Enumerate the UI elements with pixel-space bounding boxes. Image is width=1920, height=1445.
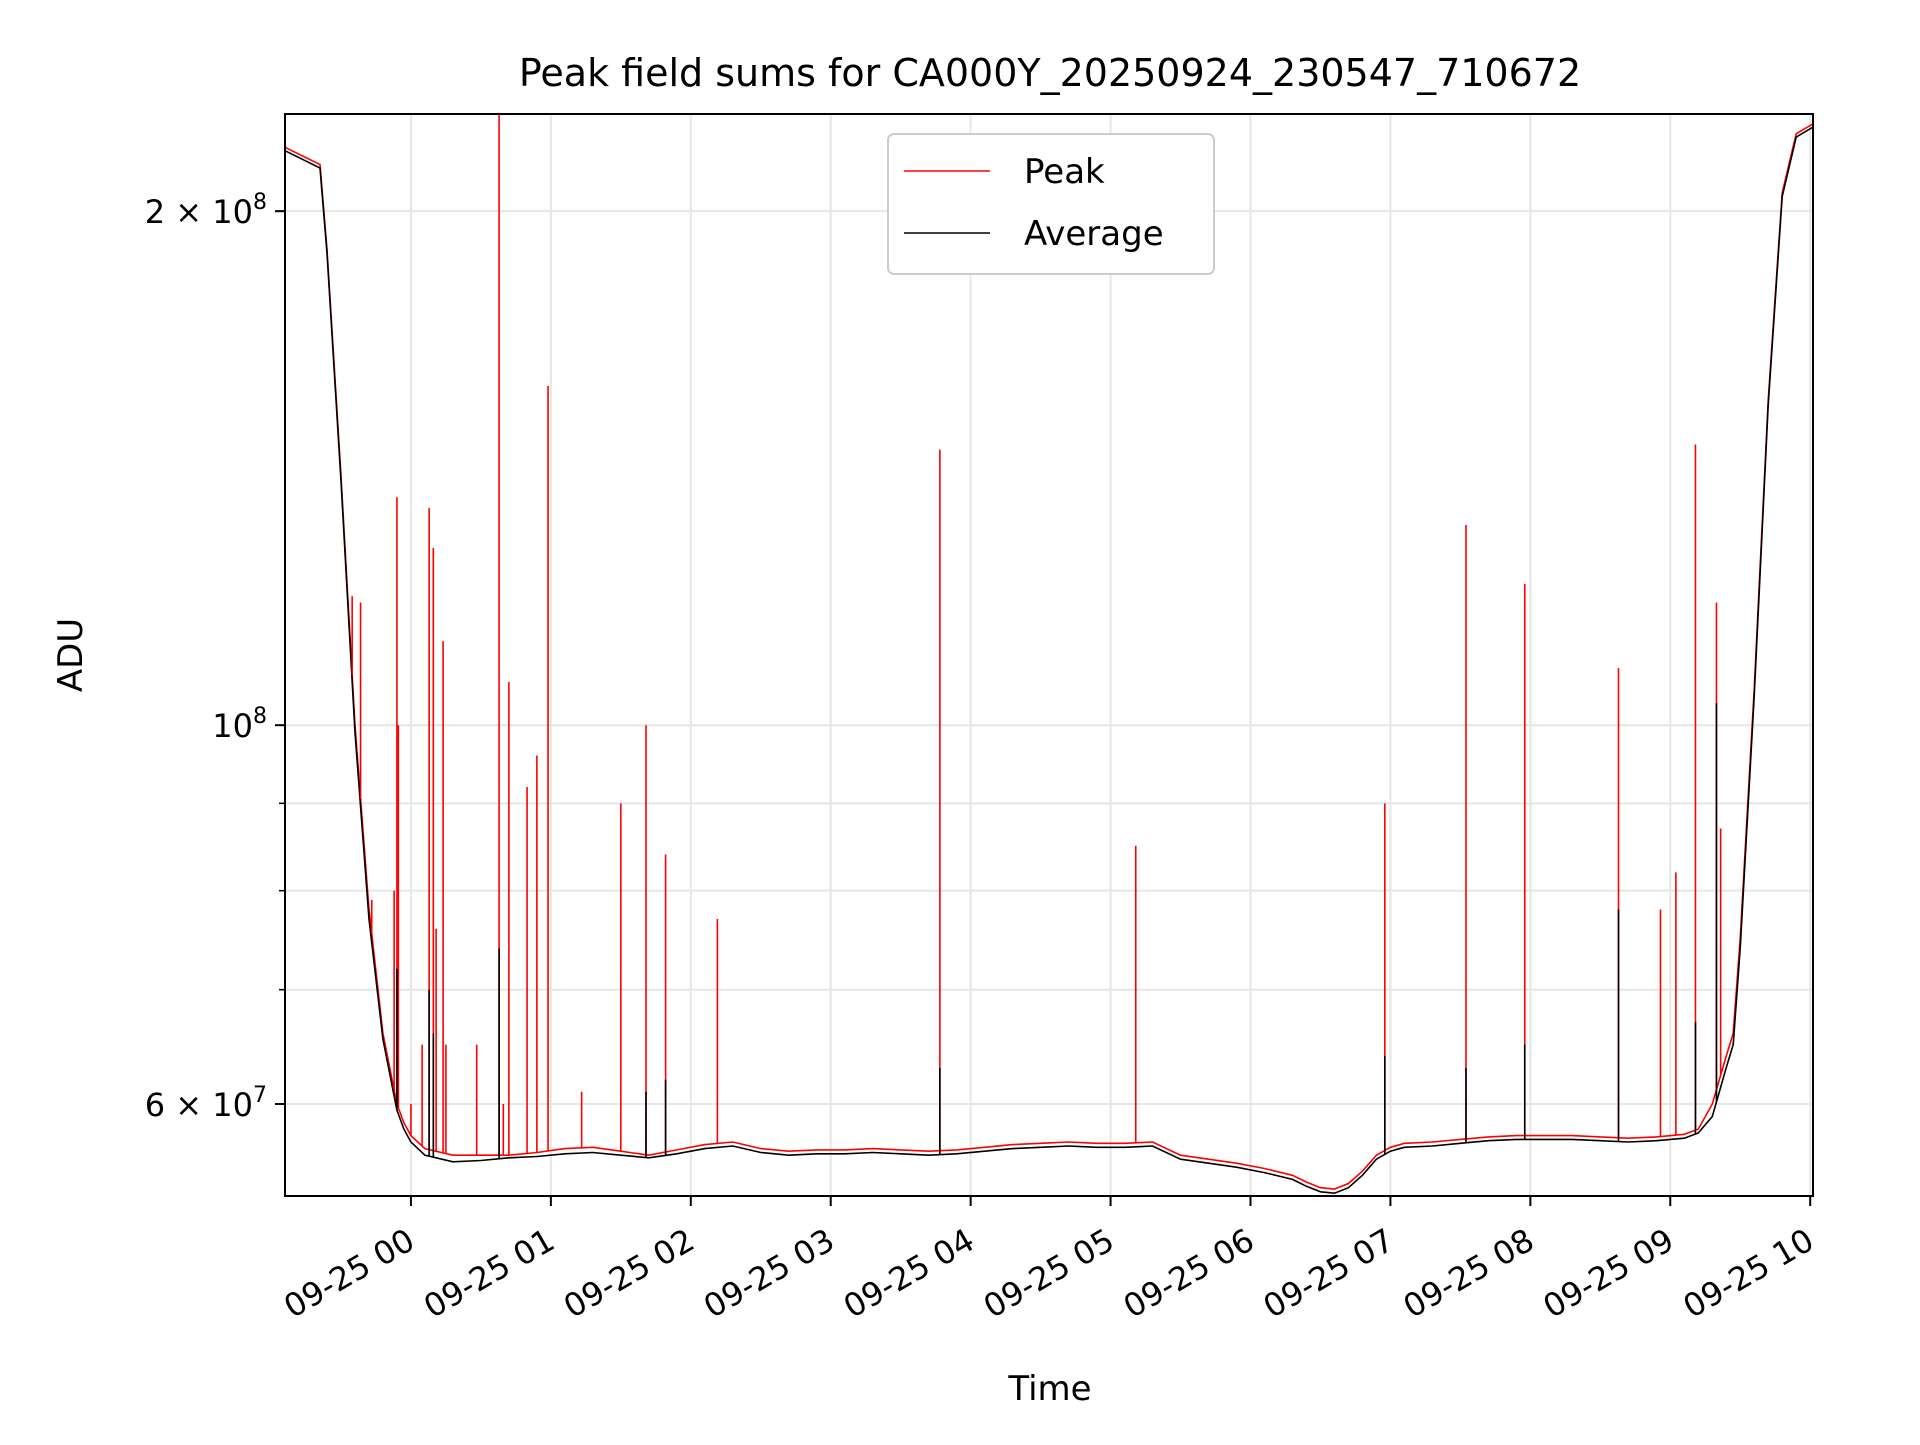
y-tick-label: 108 [212, 704, 267, 745]
series-line-average [284, 126, 1814, 1195]
series-lines [284, 114, 1814, 1195]
y-axis-label: ADU [51, 618, 91, 692]
series-line-peak [284, 123, 1814, 1190]
chart-title: Peak field sums for CA000Y_20250924_2305… [519, 51, 1581, 95]
legend-peak-label: Peak [1024, 152, 1105, 192]
legend-average-label: Average [1024, 214, 1164, 254]
x-axis-label: Time [1007, 1369, 1091, 1409]
legend: Peak Average [887, 133, 1215, 275]
legend-box [887, 133, 1215, 275]
plot-frame [284, 113, 1814, 1197]
y-tick-label: 6 × 107 [145, 1083, 267, 1124]
y-tick-label: 2 × 108 [145, 190, 267, 231]
